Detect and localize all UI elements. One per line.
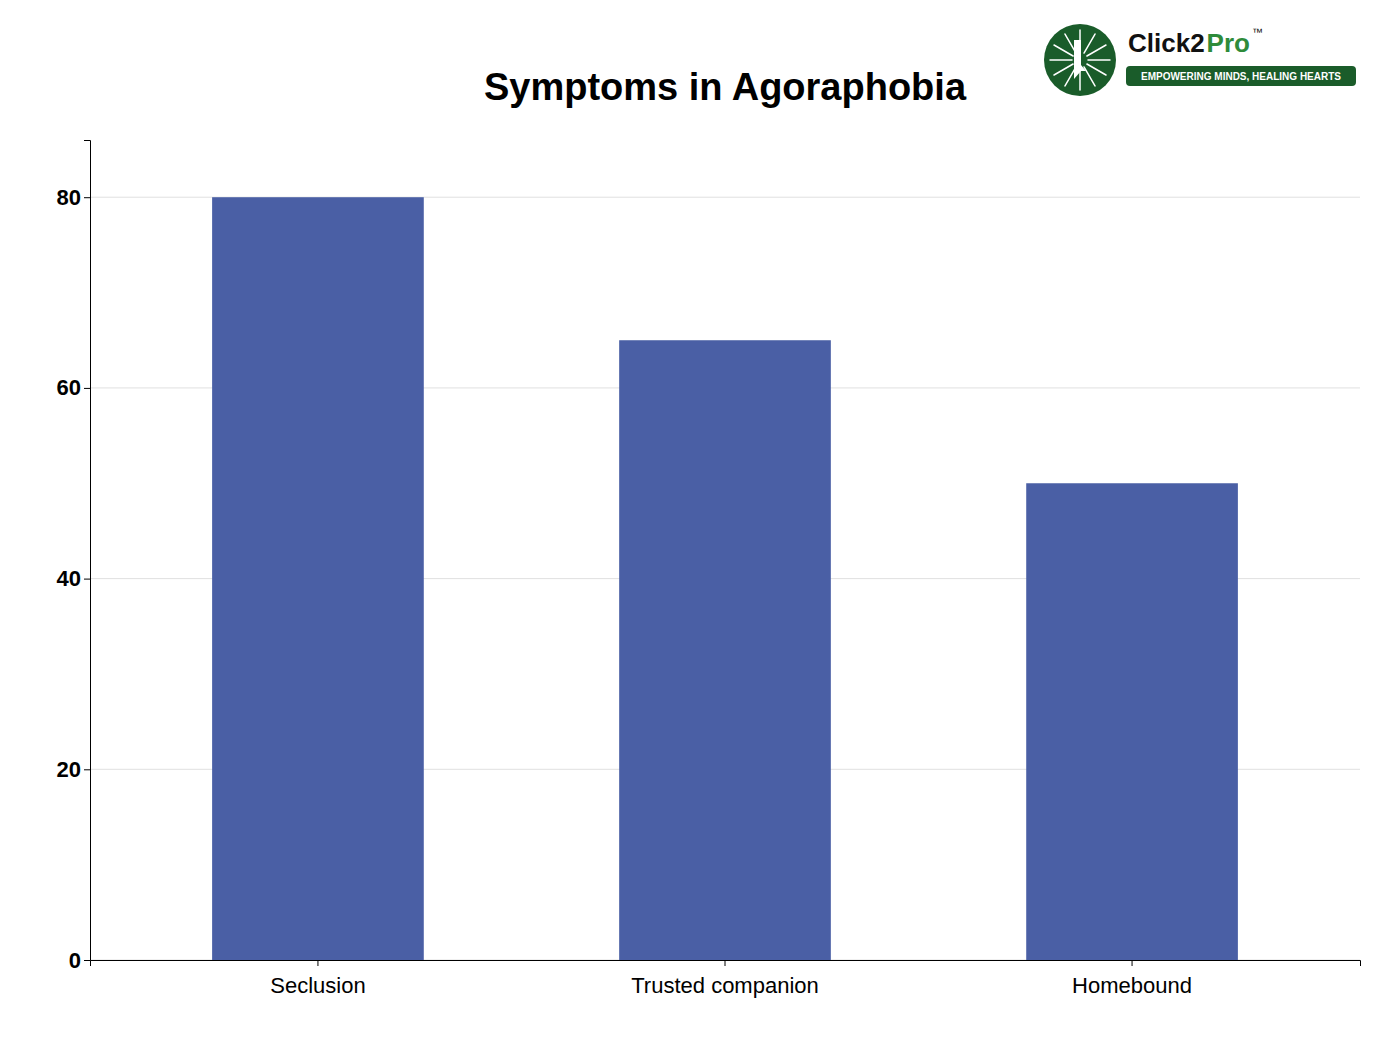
logo-spoke: [1054, 45, 1073, 56]
y-tick-mark: [84, 769, 90, 770]
y-axis-line: [84, 141, 91, 961]
y-tick-label: 20: [57, 757, 81, 782]
logo-spoke: [1087, 45, 1106, 56]
logo-spoke: [1084, 34, 1095, 53]
y-tick: 20: [57, 757, 90, 782]
logo-text: Click2: [1128, 28, 1205, 58]
y-tick-mark: [84, 388, 90, 389]
x-axis-line: [91, 961, 1361, 967]
x-tick-mark: [725, 960, 726, 966]
x-axis: Seclusion Trusted companion Homebound: [91, 960, 1361, 998]
logo-spoke: [1050, 59, 1072, 61]
y-tick-mark: [84, 960, 90, 961]
plot-area: Seclusion Trusted companion Homebound 0 20 40…: [57, 141, 1361, 999]
logo: Click2Pro™ EMPOWERING MINDS, HEALING HEAR…: [1044, 24, 1356, 96]
y-tick-mark: [84, 197, 90, 198]
logo-circle: [1044, 24, 1116, 96]
title: Symptoms in Agoraphobia: [484, 66, 967, 108]
chart-container: Seclusion Trusted companion Homebound 0 20 40…: [0, 0, 1400, 1050]
y-tick-mark: [84, 579, 90, 580]
logo-text: Pro: [1207, 28, 1250, 58]
bar: [619, 340, 831, 960]
y-tick: 60: [57, 375, 90, 400]
bar: [1026, 483, 1238, 960]
y-tick-label: 60: [57, 375, 81, 400]
y-tick-label: 40: [57, 566, 81, 591]
bar: [212, 197, 424, 960]
y-tick-label: 80: [57, 185, 81, 210]
y-tick: 40: [57, 566, 90, 591]
logo-cursor: [1074, 40, 1086, 79]
grid: [90, 197, 1360, 960]
logo-tagline: EMPOWERING MINDS, HEALING HEARTS: [1141, 71, 1341, 82]
x-tick-mark: [1132, 960, 1133, 966]
chart-svg: Seclusion Trusted companion Homebound 0 20 40…: [0, 0, 1400, 1050]
logo-spoke: [1087, 64, 1106, 75]
bars: [212, 197, 1238, 960]
logo-spoke: [1084, 67, 1095, 86]
x-tick-label: Homebound: [1072, 973, 1192, 998]
y-tick: 80: [57, 185, 90, 210]
logo-banner: [1126, 66, 1356, 86]
y-tick-label: 0: [69, 948, 81, 973]
y-axis: 0 20 40 60 80: [57, 141, 91, 973]
x-tick: Trusted companion: [631, 960, 819, 998]
x-tick-label: Trusted companion: [631, 973, 819, 998]
y-tick: 0: [69, 948, 90, 973]
logo-trademark: ™: [1252, 26, 1263, 38]
x-tick-mark: [317, 960, 318, 966]
x-tick: Homebound: [1072, 960, 1192, 998]
logo-spoke: [1054, 64, 1073, 75]
logo-spoke: [1088, 59, 1110, 61]
x-tick: Seclusion: [270, 960, 365, 998]
x-tick-label: Seclusion: [270, 973, 365, 998]
